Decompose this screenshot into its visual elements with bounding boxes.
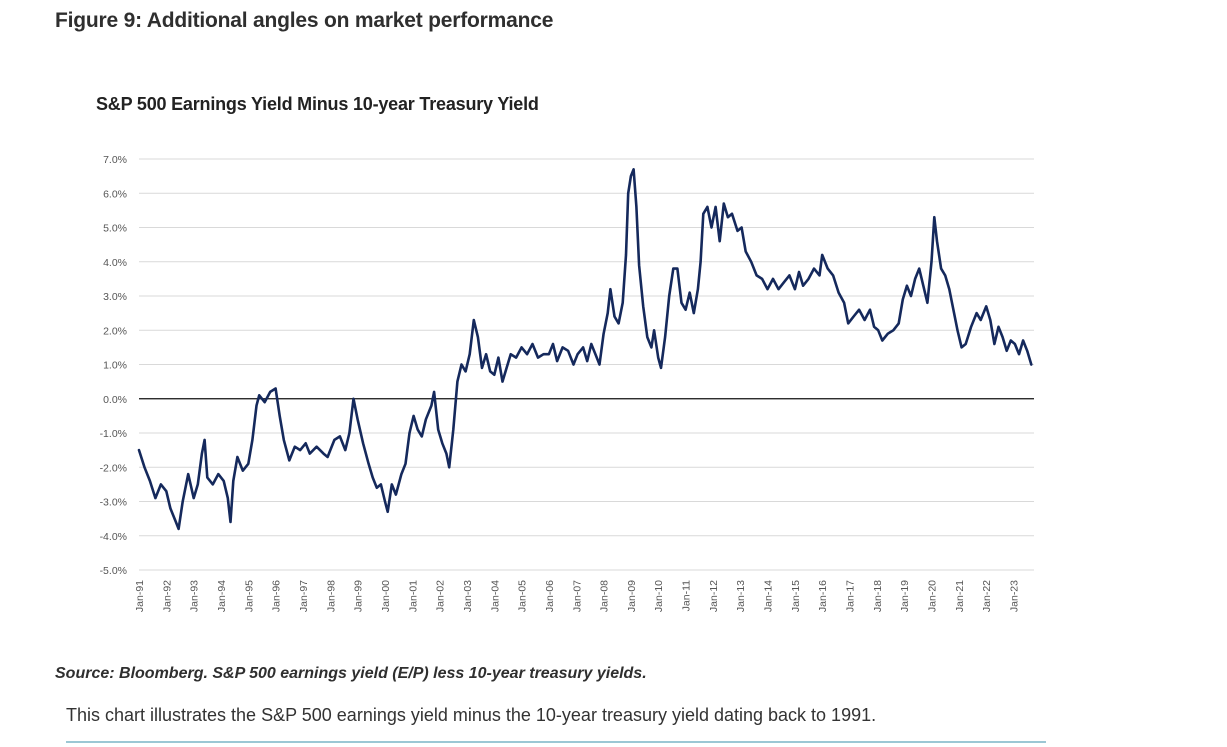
- x-tick-label: Jan-94: [216, 580, 228, 612]
- x-tick-label: Jan-98: [325, 580, 337, 612]
- x-tick-label: Jan-11: [681, 580, 693, 611]
- series-line: [137, 168, 1033, 531]
- x-tick-label: Jan-19: [899, 580, 911, 612]
- chart-gridlines: [139, 158, 1034, 571]
- figure-title: Figure 9: Additional angles on market pe…: [55, 9, 554, 32]
- x-tick-label: Jan-97: [298, 580, 310, 612]
- x-tick-label: Jan-07: [571, 580, 583, 612]
- x-tick-label: Jan-02: [435, 580, 447, 612]
- x-axis-tick-labels: Jan-91 Jan-92 Jan-93 Jan-94 Jan-95 Jan-96 Jan-…: [134, 580, 1021, 612]
- x-tick-label: Jan-93: [189, 580, 201, 612]
- x-tick-label: Jan-17: [845, 580, 857, 612]
- chart: S&P 500 Earnings Yield Minus 10-year Tre…: [96, 94, 1034, 612]
- x-tick-label: Jan-15: [790, 580, 802, 612]
- y-tick-label: 0.0%: [103, 394, 127, 406]
- y-tick-label: -3.0%: [100, 497, 127, 509]
- y-tick-label: -1.0%: [100, 428, 127, 440]
- y-tick-label: -5.0%: [100, 565, 127, 577]
- x-tick-label: Jan-03: [462, 580, 474, 612]
- x-tick-label: Jan-21: [954, 580, 966, 612]
- y-tick-label: -2.0%: [100, 462, 127, 474]
- x-tick-label: Jan-99: [353, 580, 365, 612]
- x-tick-label: Jan-92: [161, 580, 173, 612]
- x-tick-label: Jan-13: [735, 580, 747, 612]
- chart-plot: 7.0% 6.0% 5.0% 4.0% 3.0% 2.0% 1.0% 0.0% -1.0% -2.…: [100, 154, 1034, 612]
- x-tick-label: Jan-00: [380, 580, 392, 612]
- y-tick-label: 5.0%: [103, 223, 127, 235]
- x-tick-label: Jan-14: [763, 580, 775, 612]
- x-tick-label: Jan-96: [271, 580, 283, 612]
- x-tick-label: Jan-16: [817, 580, 829, 612]
- y-tick-label: 3.0%: [103, 291, 127, 303]
- x-tick-label: Jan-23: [1009, 580, 1021, 612]
- chart-series: [137, 168, 1033, 531]
- y-tick-label: -4.0%: [100, 531, 127, 543]
- x-tick-label: Jan-04: [489, 580, 501, 612]
- divider: [66, 741, 1046, 743]
- chart-caption: This chart illustrates the S&P 500 earni…: [66, 705, 877, 725]
- x-tick-label: Jan-09: [626, 580, 638, 612]
- x-tick-label: Jan-05: [517, 580, 529, 612]
- x-tick-label: Jan-08: [599, 580, 611, 612]
- y-tick-label: 6.0%: [103, 188, 127, 200]
- y-tick-label: 4.0%: [103, 257, 127, 269]
- x-tick-label: Jan-22: [981, 580, 993, 612]
- y-axis-tick-labels: 7.0% 6.0% 5.0% 4.0% 3.0% 2.0% 1.0% 0.0% -1.0% -2.…: [100, 154, 127, 577]
- source-note: Source: Bloomberg. S&P 500 earnings yiel…: [55, 665, 647, 682]
- x-tick-label: Jan-01: [407, 580, 419, 612]
- x-tick-label: Jan-91: [134, 580, 146, 612]
- chart-title: S&P 500 Earnings Yield Minus 10-year Tre…: [96, 94, 539, 114]
- x-tick-label: Jan-18: [872, 580, 884, 612]
- y-tick-label: 1.0%: [103, 360, 127, 372]
- x-tick-label: Jan-20: [927, 580, 939, 612]
- y-tick-label: 7.0%: [103, 154, 127, 166]
- x-tick-label: Jan-06: [544, 580, 556, 612]
- x-tick-label: Jan-95: [243, 580, 255, 612]
- x-tick-label: Jan-12: [708, 580, 720, 612]
- x-tick-label: Jan-10: [653, 580, 665, 612]
- y-tick-label: 2.0%: [103, 325, 127, 337]
